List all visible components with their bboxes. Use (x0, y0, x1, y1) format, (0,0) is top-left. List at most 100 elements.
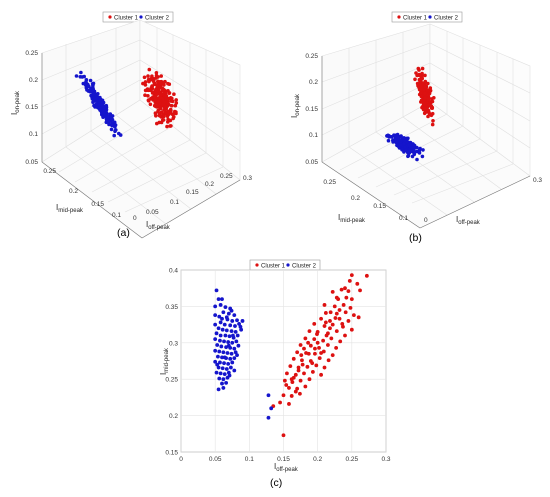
point-c-cluster-2 (235, 353, 239, 358)
legend-b: Cluster 1 Cluster 2 (391, 11, 463, 23)
point-a-cluster-2 (108, 112, 113, 116)
x-tick-a-0: 0 (133, 215, 137, 222)
point-c-cluster-1 (324, 333, 329, 338)
point-b-cluster-1 (427, 110, 431, 115)
point-c-cluster-2 (235, 333, 240, 338)
axis-label-a-on: Ion-peak (10, 90, 21, 115)
x-tick-a-0.1: 0.1 (170, 199, 179, 206)
point-c-cluster-1 (349, 327, 354, 332)
point-c-cluster-1 (287, 386, 291, 390)
z-tick-a-0.05: 0.05 (25, 159, 38, 166)
point-c-cluster-2 (235, 318, 239, 323)
point-c-cluster-2 (216, 326, 221, 331)
point-a-cluster-2 (84, 80, 88, 84)
point-b-cluster-1 (426, 103, 431, 107)
point-c-cluster-1 (295, 386, 300, 391)
point-c-cluster-1 (298, 343, 303, 347)
y-tick-a-0.2: 0.2 (69, 188, 78, 195)
point-a-cluster-2 (96, 92, 100, 96)
point-b-cluster-1 (430, 99, 435, 104)
z-tick-a-0.1: 0.1 (29, 131, 38, 138)
point-c-cluster-2 (230, 360, 235, 365)
point-c-cluster-1 (288, 364, 293, 368)
point-c-cluster-1 (343, 333, 347, 338)
point-c-cluster-2 (217, 376, 222, 381)
point-c-cluster-1 (315, 332, 319, 336)
point-c-cluster-1 (356, 315, 361, 320)
point-c-cluster-1 (287, 402, 291, 406)
point-c-cluster-2 (218, 303, 223, 307)
point-c-cluster-1 (281, 433, 286, 438)
point-c-cluster-2 (233, 329, 238, 334)
point-a-cluster-2 (114, 128, 118, 132)
point-c-cluster-2 (218, 338, 222, 343)
svg-text:Imid-peak: Imid-peak (159, 347, 170, 375)
point-c-cluster-2 (213, 337, 218, 342)
point-a-cluster-2 (74, 74, 79, 78)
x-tick-c: 0.1 (245, 456, 254, 463)
point-b-cluster-2 (396, 135, 400, 140)
point-c-cluster-1 (315, 340, 320, 345)
point-c-cluster-2 (216, 365, 221, 370)
point-c-cluster-1 (307, 377, 312, 382)
point-c-cluster-1 (337, 308, 342, 312)
point-b-cluster-1 (426, 114, 430, 119)
point-a-cluster-2 (82, 74, 86, 79)
point-c-cluster-2 (227, 334, 232, 339)
point-c-cluster-1 (334, 311, 339, 316)
point-a-cluster-1 (146, 74, 150, 78)
point-a-cluster-2 (90, 97, 95, 101)
point-c-cluster-1 (340, 321, 345, 326)
point-c-cluster-1 (323, 311, 328, 315)
x-tick-c: 0 (179, 456, 183, 463)
point-c-cluster-2 (233, 324, 237, 328)
point-c-cluster-2 (216, 387, 221, 392)
point-c-cluster-1 (302, 346, 306, 351)
point-c-cluster-1 (328, 319, 332, 323)
axis-label-b-on: Ion-peak (290, 93, 301, 118)
point-c-cluster-2 (218, 320, 223, 325)
point-b-cluster-2 (420, 154, 425, 159)
point-a-cluster-1 (166, 101, 170, 106)
point-c-cluster-2 (214, 370, 219, 375)
point-a-cluster-2 (92, 91, 96, 96)
y-tick-a-0.1: 0.1 (112, 212, 121, 219)
point-a-cluster-2 (88, 78, 93, 83)
point-a-cluster-1 (169, 103, 174, 108)
point-a-cluster-1 (152, 95, 157, 99)
point-b-cluster-1 (423, 73, 427, 78)
z-tick-b-0.05: 0.05 (305, 159, 318, 166)
y-tick-b-0.25: 0.25 (323, 179, 336, 186)
point-b-cluster-1 (431, 119, 435, 123)
point-c-cluster-2 (221, 310, 226, 315)
point-c-cluster-1 (346, 319, 351, 323)
point-a-cluster-1 (152, 78, 156, 83)
point-a-cluster-1 (142, 75, 147, 80)
point-c-cluster-1 (278, 400, 282, 405)
point-c-cluster-2 (221, 350, 226, 355)
point-a-cluster-2 (109, 127, 114, 132)
point-c-cluster-1 (347, 279, 352, 283)
panel-c: Cluster 1 Cluster 2 0 0.05 0.1 0.15 0.2 0.25 0… (159, 259, 391, 489)
point-c-cluster-2 (226, 311, 231, 316)
point-c-cluster-2 (227, 373, 232, 378)
point-c-cluster-2 (228, 323, 233, 328)
point-a-cluster-1 (158, 106, 163, 111)
point-c-cluster-1 (333, 316, 338, 320)
point-c-cluster-1 (346, 289, 351, 294)
point-c-cluster-1 (349, 297, 354, 302)
point-c-cluster-1 (326, 343, 330, 347)
point-c-cluster-1 (334, 295, 339, 300)
point-c-cluster-2 (226, 340, 231, 344)
point-c-cluster-1 (351, 313, 356, 318)
point-b-cluster-2 (412, 149, 416, 153)
point-c-cluster-2 (213, 313, 218, 318)
point-a-cluster-2 (110, 123, 114, 128)
point-c-cluster-2 (221, 377, 226, 382)
point-c-cluster-1 (303, 336, 308, 341)
point-c-cluster-1 (332, 304, 337, 309)
point-b-cluster-2 (404, 148, 408, 152)
point-c-cluster-1 (298, 378, 303, 383)
point-c-cluster-1 (290, 380, 295, 385)
point-a-cluster-1 (159, 92, 163, 97)
